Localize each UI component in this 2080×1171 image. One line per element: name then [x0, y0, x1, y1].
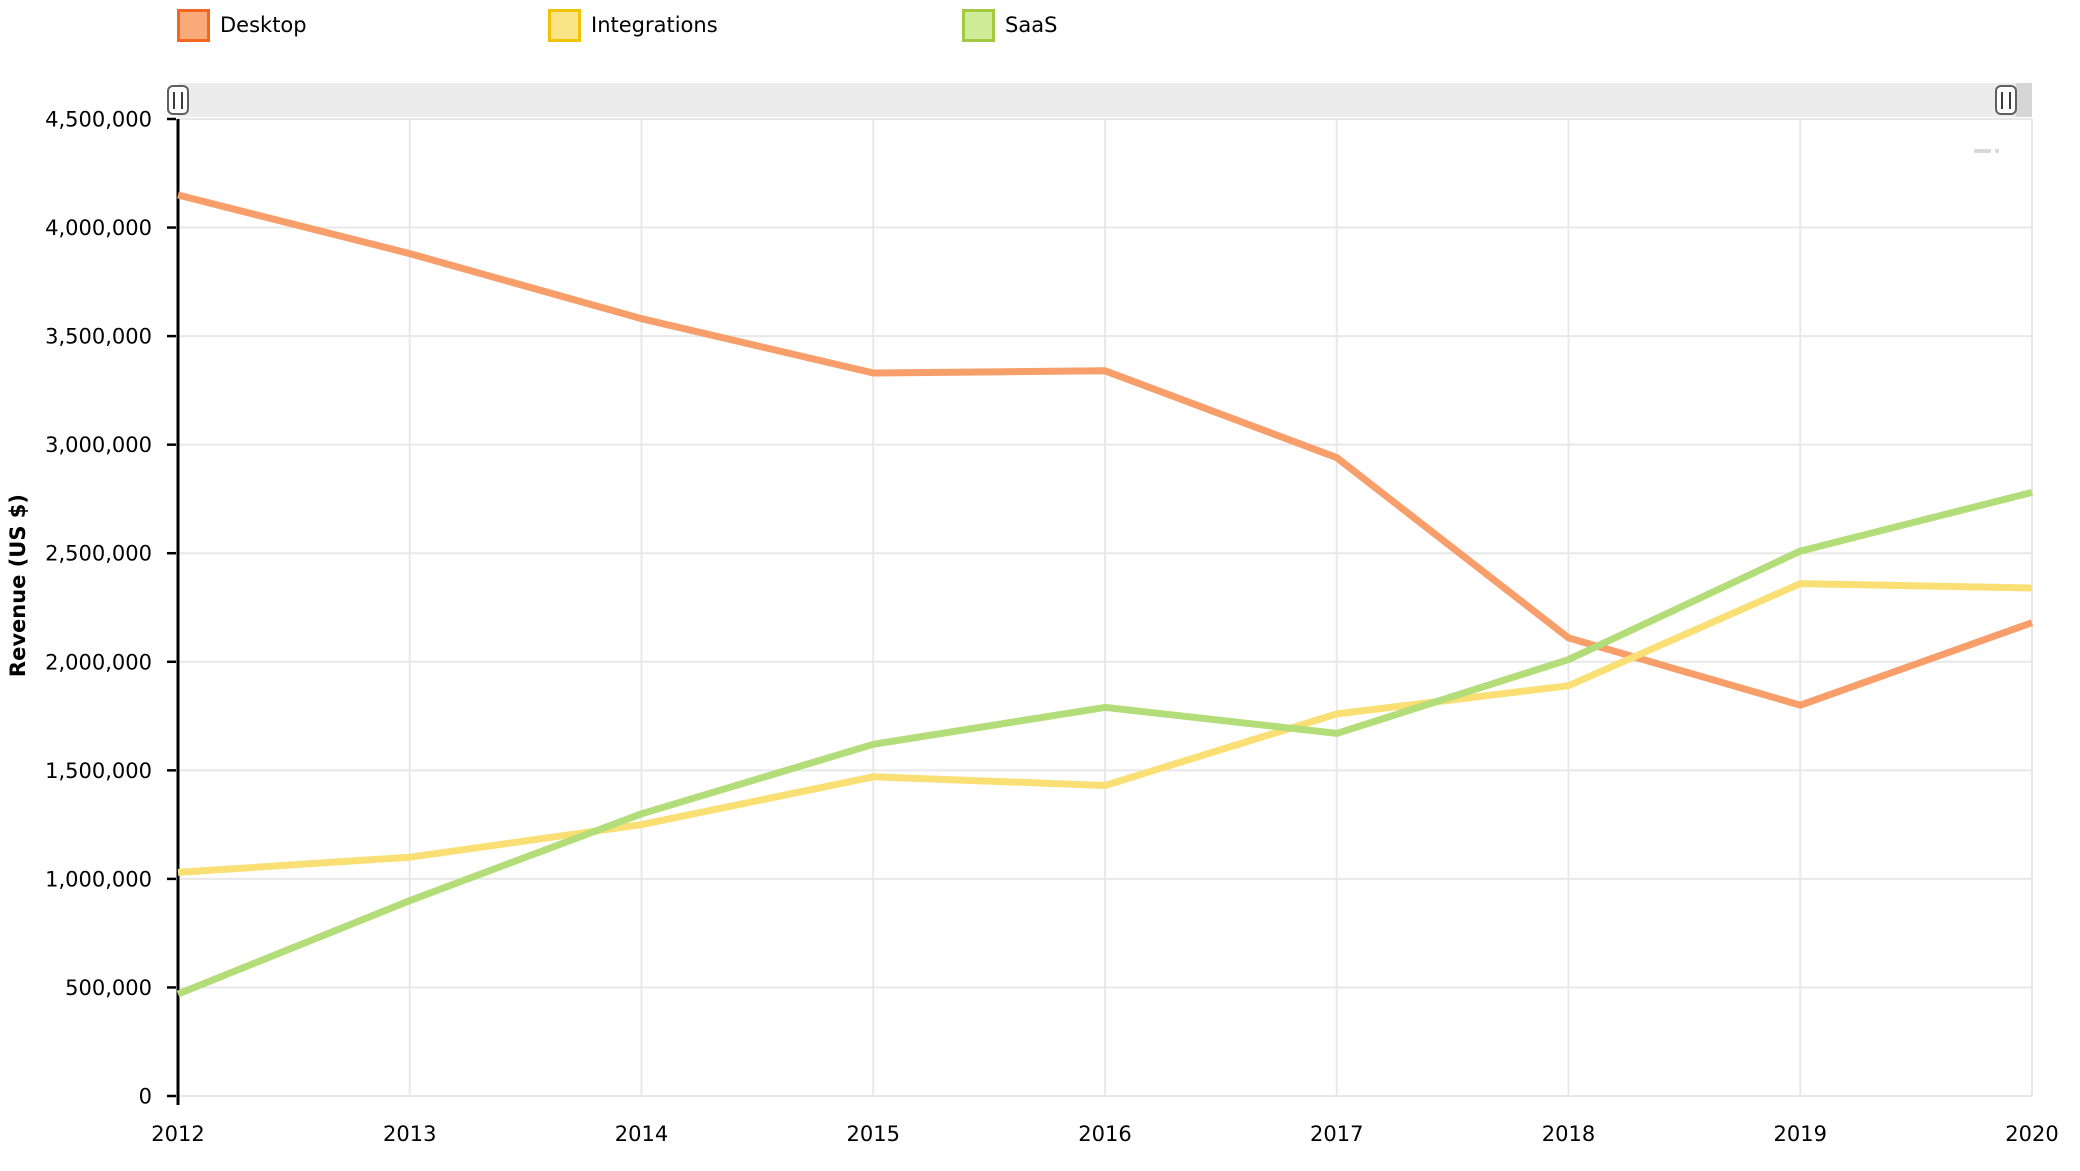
x-tick-label: 2012 [151, 1122, 204, 1146]
y-tick-label: 3,500,000 [45, 325, 152, 349]
integrations-line [177, 580, 2033, 876]
x-tick-label: 2013 [383, 1122, 436, 1146]
legend-label: Desktop [220, 13, 307, 37]
y-tick-label: 500,000 [65, 976, 152, 1000]
integrations-swatch [548, 9, 581, 42]
x-tick-label: 2020 [2005, 1122, 2058, 1146]
y-tick-label: 3,000,000 [45, 433, 152, 457]
saas-line [176, 489, 2033, 998]
y-tick-label: 4,000,000 [45, 216, 152, 240]
y-tick-label: 0 [139, 1085, 152, 1109]
legend-item-desktop[interactable]: Desktop [177, 9, 307, 42]
x-tick-label: 2015 [847, 1122, 900, 1146]
x-tick-label: 2014 [615, 1122, 668, 1146]
desktop-swatch [177, 9, 210, 42]
scrollbar[interactable] [167, 83, 2032, 117]
desktop-line [177, 191, 2034, 709]
x-tick-label: 2016 [1078, 1122, 1131, 1146]
legend-item-integrations[interactable]: Integrations [548, 9, 718, 42]
drag-handle-icon [173, 91, 183, 109]
saas-swatch [962, 9, 995, 42]
legend-item-saas[interactable]: SaaS [962, 9, 1057, 42]
drag-handle-icon [2001, 91, 2011, 109]
y-tick-label: 2,500,000 [45, 542, 152, 566]
scrollbar-track-end [2016, 83, 2032, 117]
y-tick-label: 1,500,000 [45, 759, 152, 783]
y-tick-label: 4,500,000 [45, 108, 152, 132]
x-tick-label: 2017 [1310, 1122, 1363, 1146]
legend-label: SaaS [1005, 13, 1058, 37]
y-tick-label: 1,000,000 [45, 867, 152, 891]
y-tick-label: 2,000,000 [45, 650, 152, 674]
scrollbar-right-grip-icon[interactable] [1995, 85, 2017, 115]
x-tick-label: 2019 [1774, 1122, 1827, 1146]
x-tick-label: 2018 [1542, 1122, 1595, 1146]
legend-label: Integrations [591, 13, 718, 37]
scrollbar-left-grip-icon[interactable] [167, 85, 189, 115]
